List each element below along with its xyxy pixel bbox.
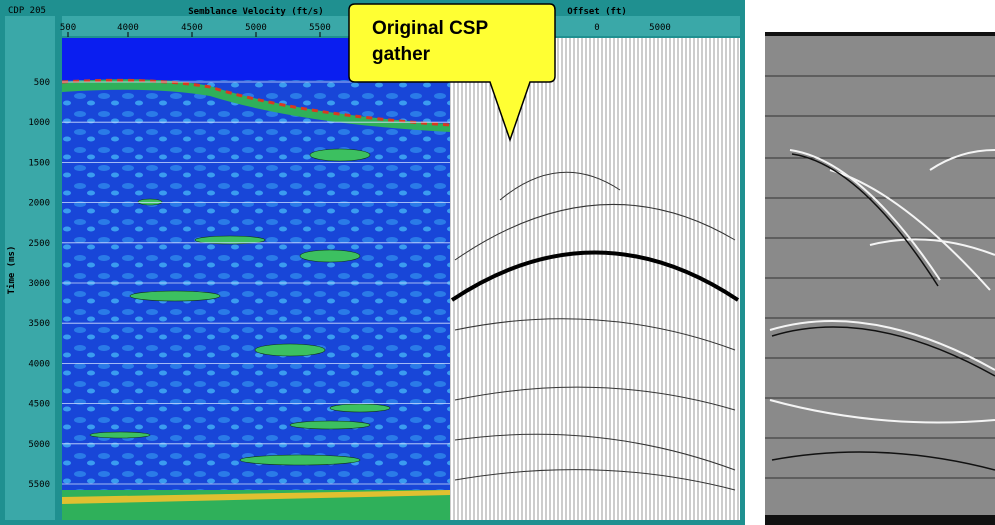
gather-panel — [450, 38, 740, 520]
velocity-tick-label: 4000 — [117, 23, 139, 33]
image-bottom-edge — [765, 515, 995, 525]
velocity-tick-label: 4500 — [181, 23, 203, 33]
time-tick-label: 3500 — [28, 319, 50, 329]
callout-text: Original CSP — [372, 18, 488, 39]
time-tick-label: 5500 — [28, 480, 50, 490]
gather-events — [454, 171, 736, 491]
time-tick-label: 4500 — [28, 400, 50, 410]
time-tick-label: 4000 — [28, 359, 50, 369]
image-reflectors-dark — [771, 153, 995, 471]
moveout-curve — [450, 250, 740, 302]
header-title: CDP 205 — [8, 6, 46, 16]
semblance-peak-core — [61, 78, 451, 127]
time-tick-label: 2000 — [28, 199, 50, 209]
time-tick-label: 500 — [34, 78, 50, 88]
offset-tick-label: 5000 — [649, 23, 671, 33]
time-tick-label: 1000 — [28, 118, 50, 128]
migrated-image — [765, 32, 995, 520]
semblance-peak — [62, 79, 450, 132]
time-tick-label: 1500 — [28, 158, 50, 168]
time-tick-label: 5000 — [28, 440, 50, 450]
image-gridlines — [765, 75, 995, 479]
semblance-blobs — [89, 148, 391, 466]
image-top-edge — [765, 32, 995, 36]
time-tick-label: 3000 — [28, 279, 50, 289]
velocity-tick-label: 5000 — [245, 23, 267, 33]
velocity-axis-label: Semblance Velocity (ft/s) — [188, 6, 323, 17]
time-tick-label: 2500 — [28, 239, 50, 249]
offset-tick-label: 0 — [594, 23, 599, 33]
offset-axis-label: Offset (ft) — [567, 7, 627, 17]
callout — [348, 3, 556, 143]
velocity-tick-label: 500 — [60, 23, 76, 33]
velocity-tick-label: 5500 — [309, 23, 331, 33]
semblance-bottom-peak — [62, 490, 450, 504]
time-axis-label: Time (ms) — [6, 246, 17, 295]
image-reflectors — [769, 149, 995, 424]
callout-text: gather — [372, 44, 431, 65]
semblance-panel — [62, 38, 450, 520]
time-axis-panel — [5, 16, 55, 520]
